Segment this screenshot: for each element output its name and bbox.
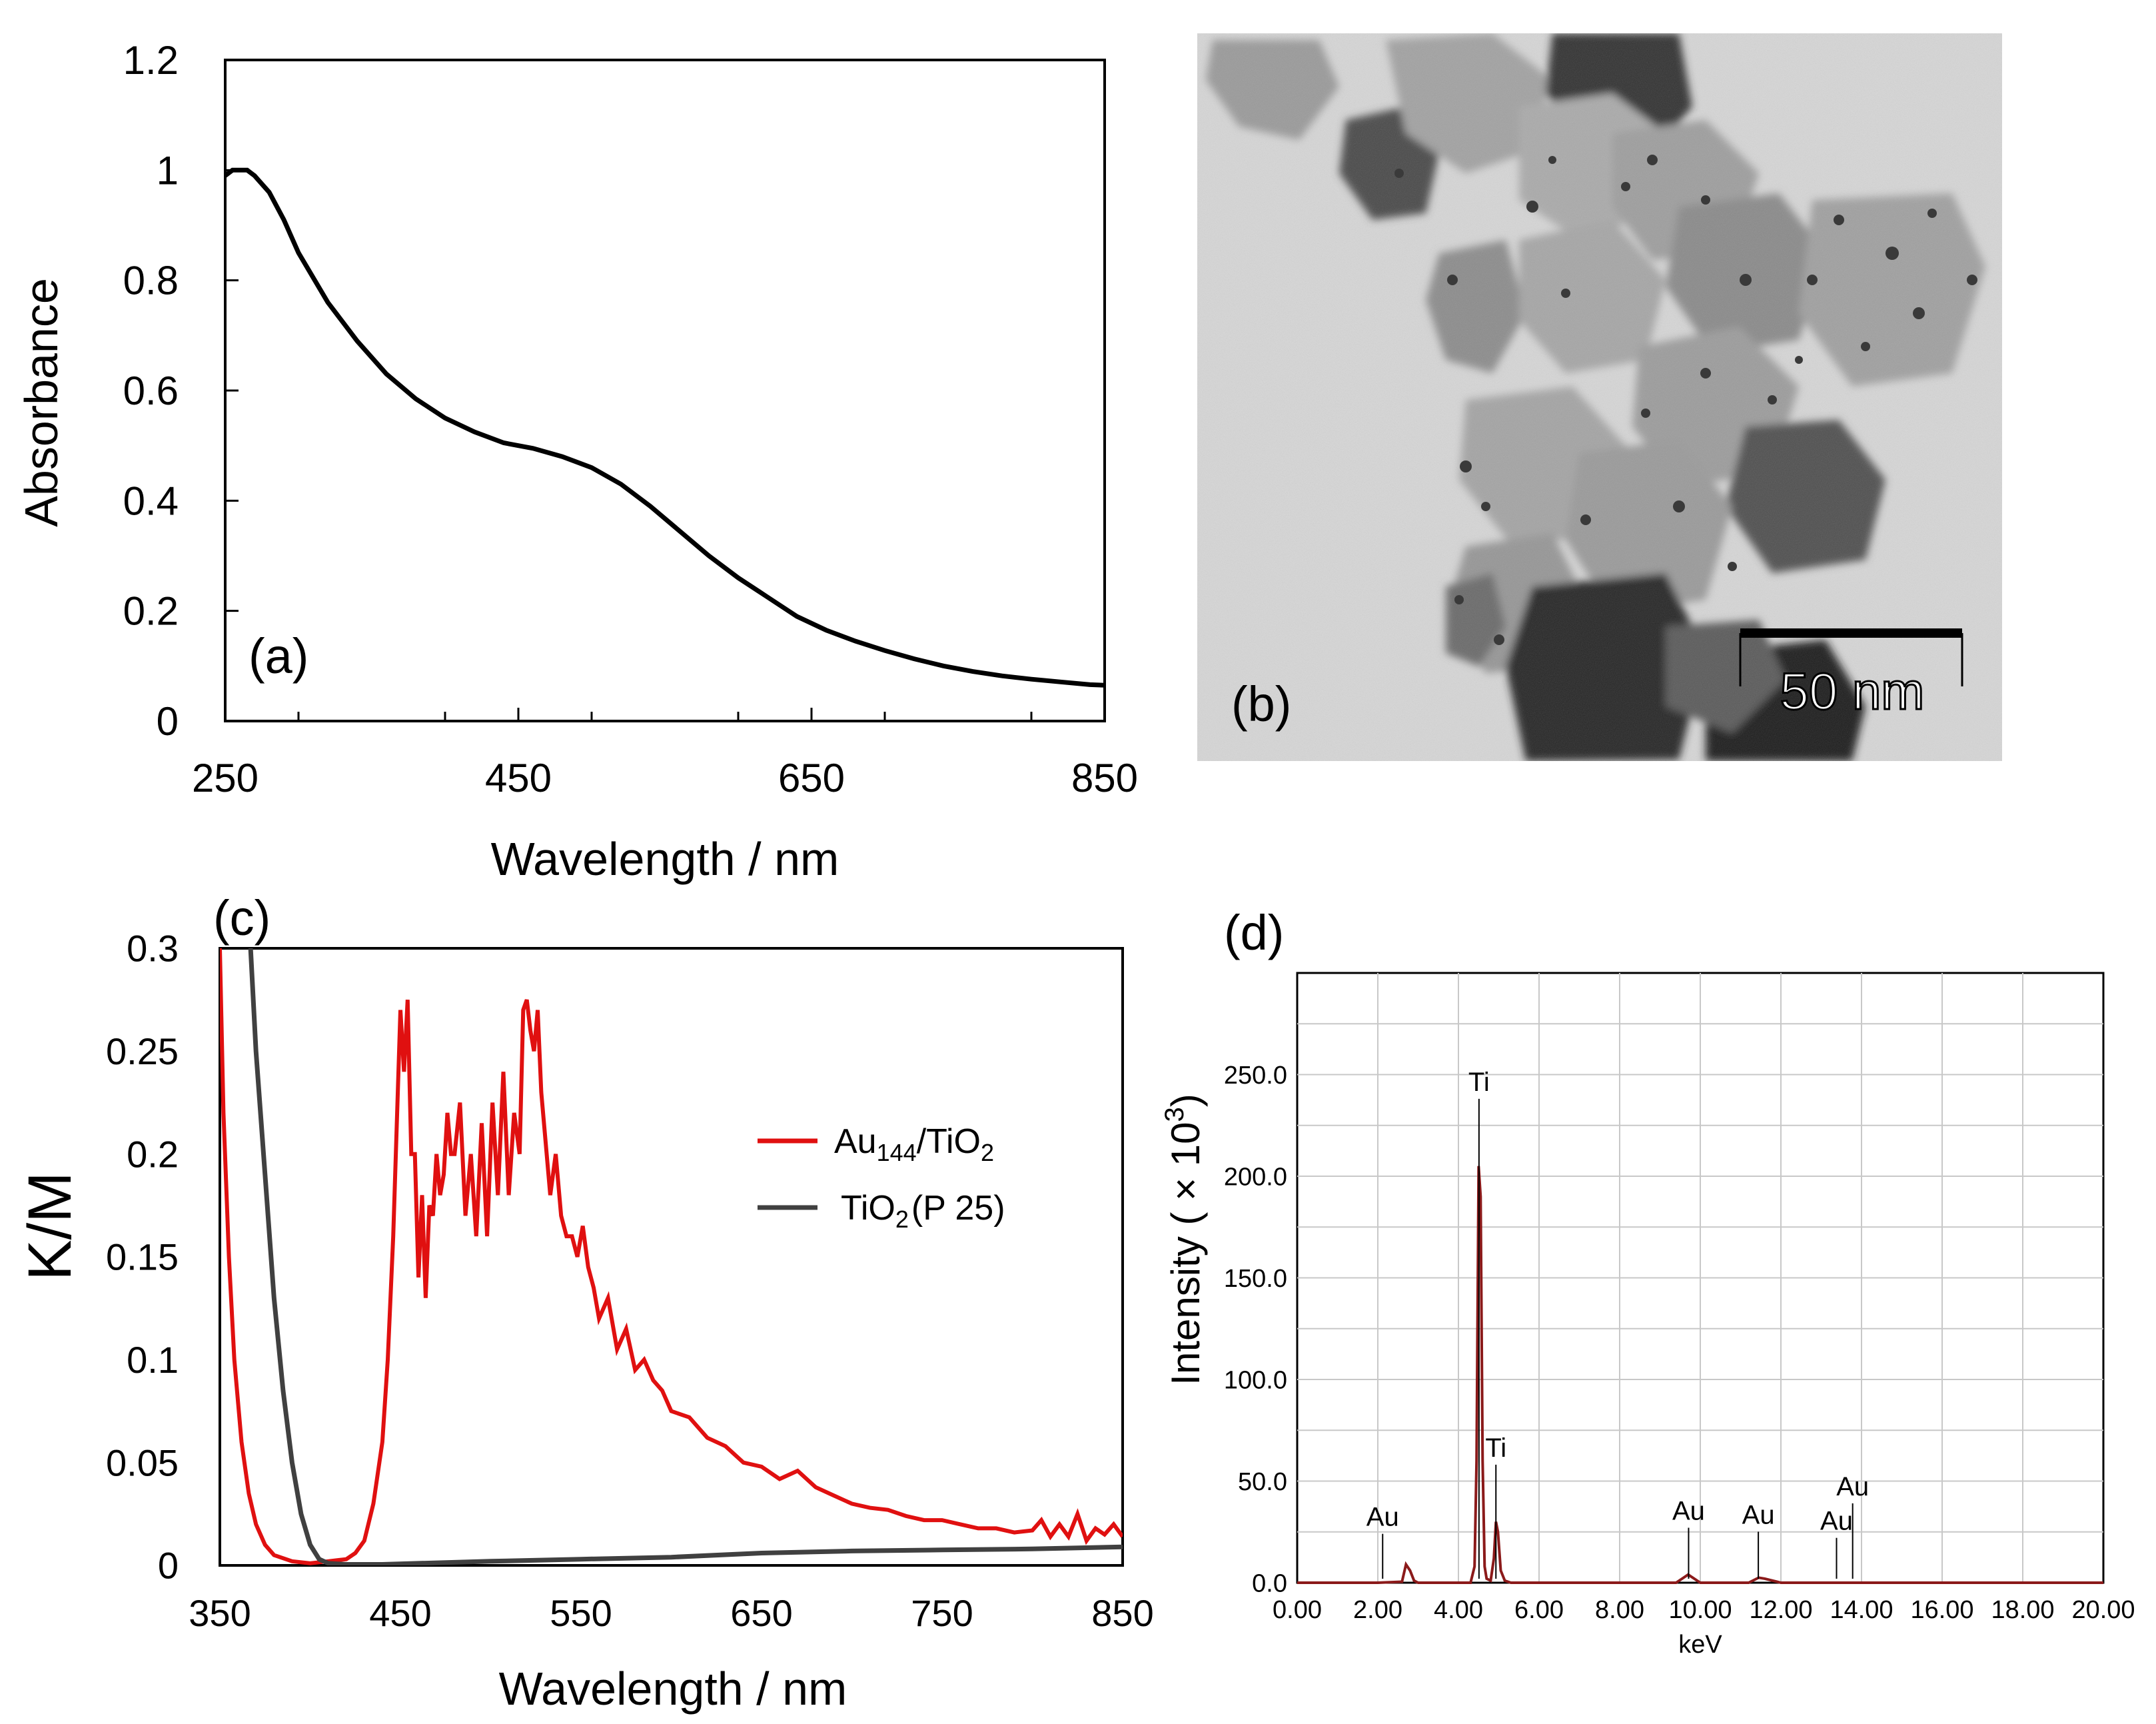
panel-c-plot-frame	[219, 947, 1124, 1567]
panel-b-label: (b)	[1231, 676, 1291, 732]
y-tick-label: 1	[157, 148, 179, 193]
panel-d-x-axis-title: keV	[1678, 1631, 1722, 1659]
x-tick-label: 850	[1071, 756, 1138, 800]
x-tick-label: 350	[189, 1592, 251, 1634]
panel-c-km-chart: 0 0.05 0.1 0.15 0.2 0.25 0.3 350 450 550 650 750 85…	[16, 890, 1154, 1715]
x-tick-label: 750	[911, 1592, 973, 1634]
panel-c-y-axis-title: K/M	[16, 1172, 84, 1281]
x-tick-label: 650	[778, 756, 845, 800]
y-tick-label: 0.0	[1252, 1569, 1287, 1597]
x-tick-label: 450	[369, 1592, 431, 1634]
y-tick-label: 200.0	[1224, 1163, 1287, 1191]
x-tick-label: 4.00	[1434, 1596, 1483, 1624]
panel-c-tio2-p25-line	[248, 948, 1123, 1565]
peak-label: Au	[1672, 1496, 1705, 1525]
panel-c-au144-tio2-line	[220, 948, 1123, 1565]
y-tick-label: 0.4	[123, 478, 179, 523]
legend-entry-au144-tio2: Au144/TiO2	[758, 1122, 994, 1166]
x-tick-label: 550	[550, 1592, 612, 1634]
x-tick-label: 2.00	[1353, 1596, 1402, 1624]
x-tick-label: 850	[1091, 1592, 1153, 1634]
panel-a-label: (a)	[249, 628, 308, 684]
peak-label: Ti	[1468, 1068, 1490, 1097]
panel-d-eds-chart: 0.0 50.0 100.0 150.0 200.0 250.0 0.00 2.00 4.00…	[1160, 905, 2135, 1659]
y-tick-label: 0.05	[106, 1441, 179, 1483]
y-tick-label: 50.0	[1238, 1468, 1287, 1496]
x-tick-label: 18.00	[1991, 1596, 2054, 1624]
tem-gold-nanoparticles	[1394, 155, 1977, 645]
peak-label: Ti	[1485, 1433, 1506, 1463]
y-tick-label: 0.2	[127, 1133, 179, 1175]
y-tick-label: 250.0	[1224, 1062, 1287, 1090]
x-tick-label: 20.00	[2071, 1596, 2135, 1624]
x-tick-label: 450	[485, 756, 552, 800]
y-tick-label: 1.2	[123, 38, 179, 83]
y-tick-label: 0.15	[106, 1236, 179, 1278]
y-tick-label: 0	[157, 699, 179, 744]
x-tick-label: 0.00	[1273, 1596, 1322, 1624]
panel-c-label: (c)	[213, 890, 270, 946]
panel-d-label: (d)	[1224, 905, 1284, 960]
scale-bar-label: 50 nm	[1780, 662, 1925, 720]
peak-label: Au	[1742, 1501, 1775, 1530]
peak-label: Au	[1836, 1472, 1869, 1501]
panel-b-tem-micrograph: 50 nm (b)	[1197, 33, 2002, 761]
panel-d-eds-spectrum-line	[1297, 1166, 2103, 1584]
legend-label-tio2-p25: TiO2(P 25)	[841, 1189, 1005, 1233]
panel-d-y-axis-title: Intensity ( × 103)	[1160, 1094, 1208, 1385]
y-tick-label: 0.8	[123, 259, 179, 303]
x-tick-label: 250	[192, 756, 259, 800]
panel-a-absorbance-line	[223, 167, 1105, 688]
x-tick-label: 12.00	[1749, 1596, 1812, 1624]
x-tick-label: 650	[730, 1592, 792, 1634]
x-tick-label: 14.00	[1830, 1596, 1893, 1624]
y-tick-label: 100.0	[1224, 1366, 1287, 1394]
y-tick-label: 0.2	[123, 589, 179, 634]
x-tick-label: 6.00	[1514, 1596, 1564, 1624]
peak-label: Au	[1366, 1503, 1399, 1532]
x-tick-label: 16.00	[1910, 1596, 1973, 1624]
x-tick-label: 10.00	[1668, 1596, 1732, 1624]
panel-a-absorbance-chart: 0 0.2 0.4 0.6 0.8 1 1.2 250 450 650 850 (a) Wavel…	[15, 38, 1138, 885]
x-tick-label: 8.00	[1595, 1596, 1644, 1624]
y-tick-label: 0.25	[106, 1030, 179, 1072]
legend-label-au144-tio2: Au144/TiO2	[834, 1122, 994, 1166]
y-tick-label: 0	[158, 1545, 179, 1587]
panel-c-legend: Au144/TiO2 TiO2(P 25)	[758, 1122, 1005, 1233]
panel-a-x-axis-title: Wavelength / nm	[491, 833, 839, 885]
y-tick-label: 0.3	[127, 928, 179, 970]
tem-particle-cluster	[1206, 33, 1985, 761]
panel-c-x-axis-title: Wavelength / nm	[499, 1663, 847, 1715]
peak-label: Au	[1820, 1507, 1853, 1536]
y-tick-label: 0.1	[127, 1339, 179, 1381]
y-tick-label: 0.6	[123, 369, 179, 413]
panel-a-y-axis-title: Absorbance	[15, 278, 67, 527]
legend-entry-tio2-p25: TiO2(P 25)	[758, 1189, 1005, 1233]
y-tick-label: 150.0	[1224, 1265, 1287, 1293]
